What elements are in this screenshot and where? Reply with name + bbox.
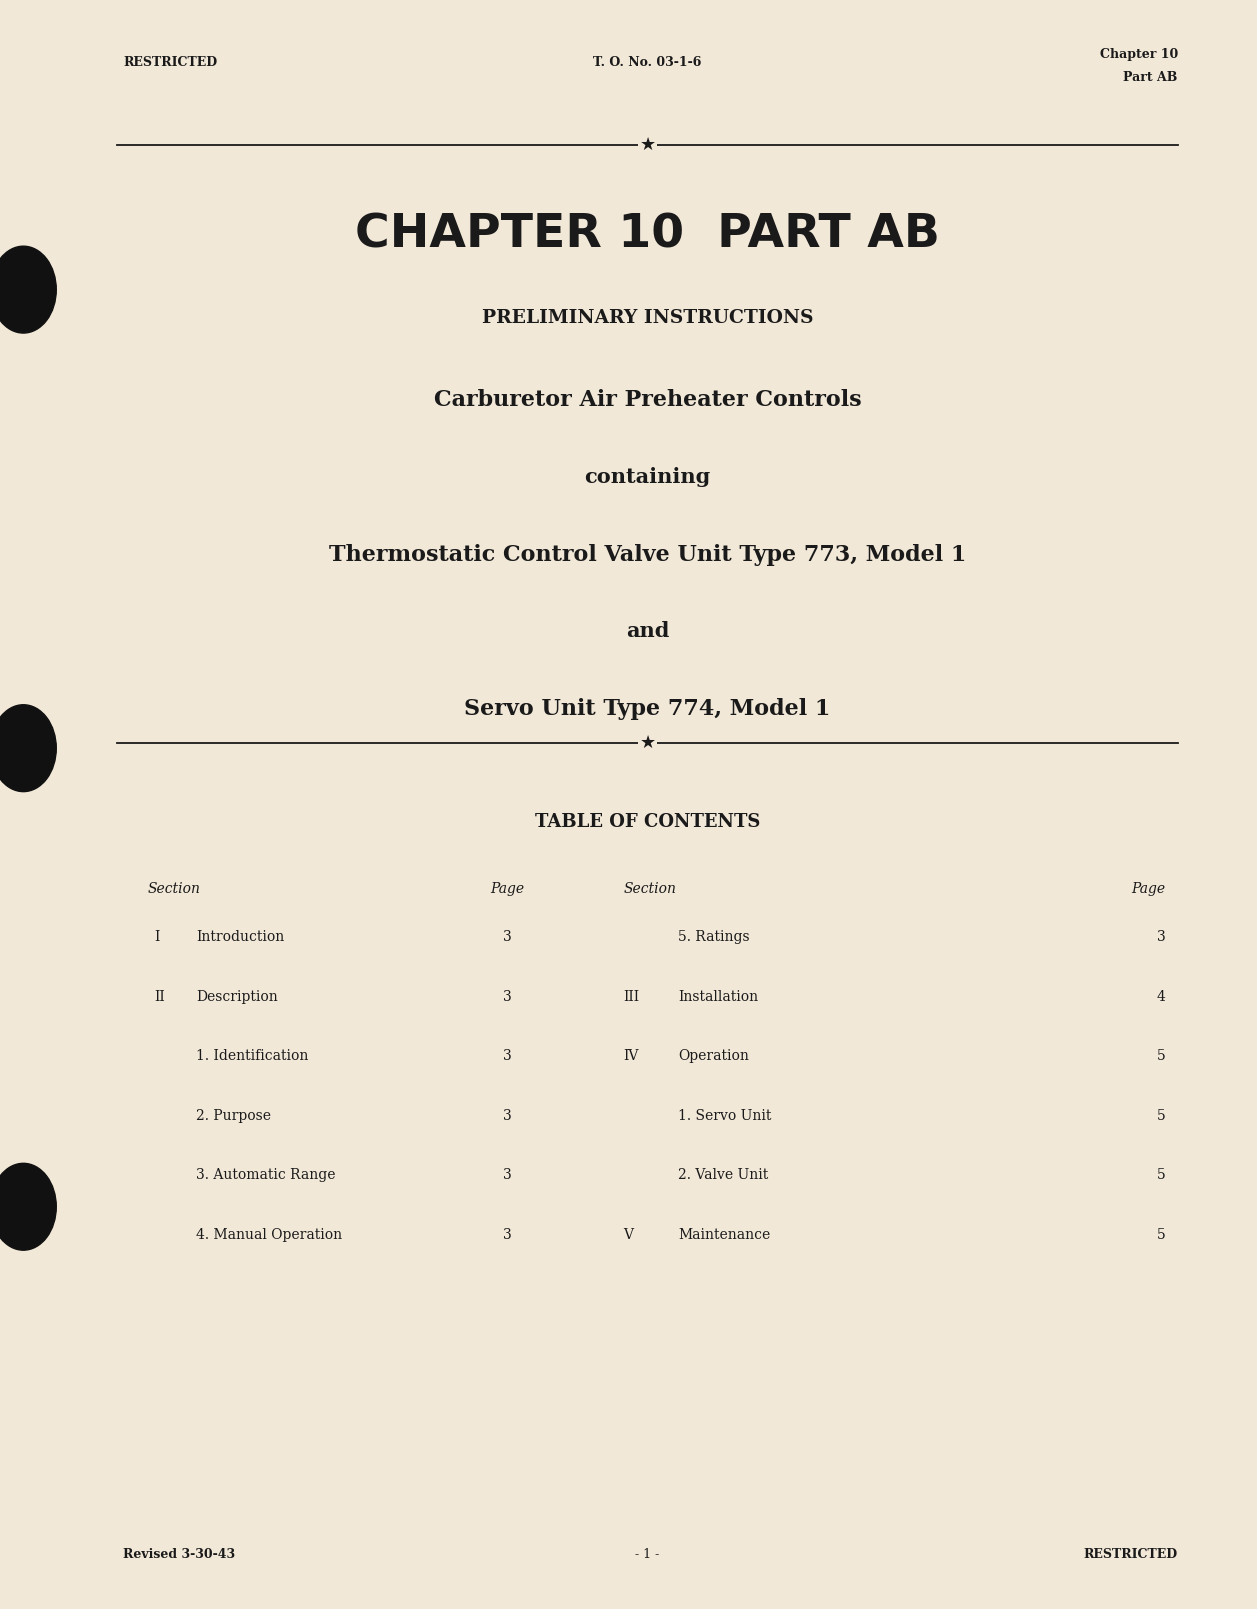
Text: 3: 3 xyxy=(503,1168,512,1183)
Text: Installation: Installation xyxy=(678,990,758,1004)
Text: 5: 5 xyxy=(1156,1109,1165,1123)
Text: Description: Description xyxy=(196,990,278,1004)
Text: 3: 3 xyxy=(503,990,512,1004)
Text: RESTRICTED: RESTRICTED xyxy=(123,56,217,69)
Text: 5: 5 xyxy=(1156,1049,1165,1064)
Text: 3: 3 xyxy=(503,1049,512,1064)
Text: Introduction: Introduction xyxy=(196,930,285,944)
Text: PRELIMINARY INSTRUCTIONS: PRELIMINARY INSTRUCTIONS xyxy=(481,309,813,327)
Text: Chapter 10: Chapter 10 xyxy=(1100,48,1178,61)
Text: - 1 -: - 1 - xyxy=(635,1548,660,1561)
Text: 2. Purpose: 2. Purpose xyxy=(196,1109,272,1123)
Text: 2. Valve Unit: 2. Valve Unit xyxy=(678,1168,768,1183)
Text: TABLE OF CONTENTS: TABLE OF CONTENTS xyxy=(534,813,760,830)
Text: V: V xyxy=(623,1228,634,1242)
Text: Section: Section xyxy=(148,882,201,896)
Text: and: and xyxy=(626,621,669,640)
Circle shape xyxy=(0,246,57,333)
Text: 3: 3 xyxy=(503,1109,512,1123)
Text: ★: ★ xyxy=(640,135,656,154)
Circle shape xyxy=(0,1163,57,1250)
Text: III: III xyxy=(623,990,640,1004)
Text: ★: ★ xyxy=(640,734,656,753)
Text: IV: IV xyxy=(623,1049,639,1064)
Text: Part AB: Part AB xyxy=(1124,71,1178,84)
Text: Carburetor Air Preheater Controls: Carburetor Air Preheater Controls xyxy=(434,389,861,412)
Text: T. O. No. 03-1-6: T. O. No. 03-1-6 xyxy=(593,56,701,69)
Text: Thermostatic Control Valve Unit Type 773, Model 1: Thermostatic Control Valve Unit Type 773… xyxy=(329,544,967,566)
Text: Servo Unit Type 774, Model 1: Servo Unit Type 774, Model 1 xyxy=(464,698,831,721)
Text: Page: Page xyxy=(1131,882,1165,896)
Text: 5. Ratings: 5. Ratings xyxy=(678,930,749,944)
Text: Page: Page xyxy=(490,882,524,896)
Text: Section: Section xyxy=(623,882,676,896)
Text: 4. Manual Operation: 4. Manual Operation xyxy=(196,1228,343,1242)
Text: 3. Automatic Range: 3. Automatic Range xyxy=(196,1168,336,1183)
Text: 3: 3 xyxy=(503,930,512,944)
Text: 1. Servo Unit: 1. Servo Unit xyxy=(678,1109,772,1123)
Text: 3: 3 xyxy=(1156,930,1165,944)
Text: 4: 4 xyxy=(1156,990,1165,1004)
Text: 1. Identification: 1. Identification xyxy=(196,1049,309,1064)
Text: 5: 5 xyxy=(1156,1228,1165,1242)
Text: containing: containing xyxy=(585,467,710,486)
Text: I: I xyxy=(153,930,160,944)
Text: 3: 3 xyxy=(503,1228,512,1242)
Text: CHAPTER 10  PART AB: CHAPTER 10 PART AB xyxy=(354,212,940,257)
Text: 5: 5 xyxy=(1156,1168,1165,1183)
Text: Maintenance: Maintenance xyxy=(678,1228,771,1242)
Circle shape xyxy=(0,705,57,792)
Text: RESTRICTED: RESTRICTED xyxy=(1084,1548,1178,1561)
Text: II: II xyxy=(153,990,165,1004)
Text: Revised 3-30-43: Revised 3-30-43 xyxy=(123,1548,235,1561)
Text: Operation: Operation xyxy=(678,1049,749,1064)
